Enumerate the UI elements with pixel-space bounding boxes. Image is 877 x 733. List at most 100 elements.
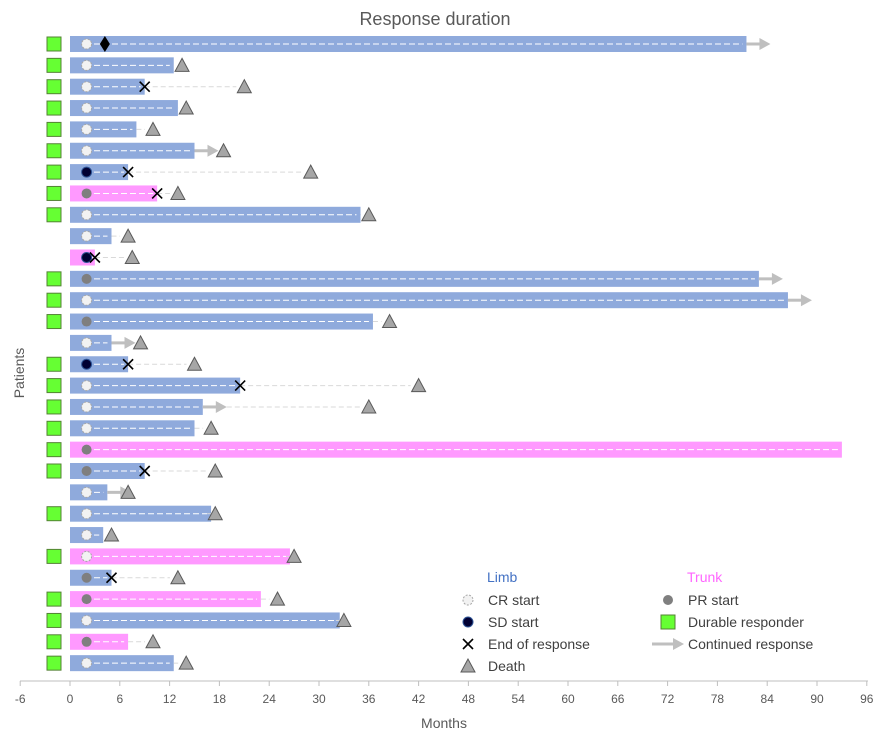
response-start-marker: [81, 123, 93, 135]
death-marker: [215, 142, 232, 158]
legend-end-marker: [462, 638, 474, 650]
durable-responder-square: [46, 185, 62, 201]
patient-row: [46, 121, 161, 138]
chart-title: Response duration: [359, 9, 510, 29]
patient-row: [70, 334, 149, 351]
response-start-marker: [81, 209, 93, 221]
durable-responder-square: [46, 143, 62, 159]
patient-row: [46, 377, 427, 394]
response-bar: [70, 36, 747, 52]
durable-responder-square: [46, 442, 62, 458]
durable-responder-square: [46, 271, 62, 287]
death-marker: [302, 164, 319, 179]
x-tick-label: -6: [15, 692, 26, 706]
patient-row: [46, 655, 195, 672]
death-marker: [103, 526, 120, 542]
x-tick-label: 84: [761, 692, 775, 706]
response-start-marker: [81, 252, 93, 263]
response-bar: [70, 398, 203, 415]
death-marker: [178, 655, 195, 670]
death-marker: [236, 78, 253, 94]
patient-row: [46, 36, 771, 52]
death-marker: [124, 249, 141, 264]
response-start-marker: [81, 38, 93, 50]
durable-responder-square: [46, 634, 62, 650]
death-marker: [170, 185, 186, 200]
legend-death-label: Death: [488, 658, 525, 674]
durable-responder-square: [46, 420, 62, 436]
patient-row: [70, 484, 136, 501]
durable-responder-square: [46, 79, 62, 95]
patient-row: [46, 505, 224, 522]
response-start-marker: [81, 273, 92, 284]
x-tick-label: 24: [263, 692, 277, 706]
response-start-marker: [81, 188, 92, 199]
x-axis: -6 0 6 12 18 24 30 36 42 48 54 60 66 72 78 84 90 96: [15, 680, 874, 706]
end-of-response-marker: [234, 380, 246, 392]
arrow-head: [759, 38, 771, 50]
response-start-marker: [81, 614, 93, 626]
death-marker: [269, 591, 286, 606]
legend-sd-marker: [462, 616, 474, 628]
death-marker: [170, 569, 186, 585]
x-tick-label: 36: [362, 692, 376, 706]
arrow-head: [800, 294, 812, 307]
legend-trunk-header: Trunk: [687, 569, 723, 585]
patient-row: [46, 78, 253, 95]
durable-responder-square: [46, 356, 62, 372]
end-of-response-marker: [139, 465, 151, 477]
response-start-marker: [81, 337, 93, 349]
cross-stroke: [139, 465, 151, 477]
durable-responder-square: [46, 612, 62, 628]
x-tick-label: 60: [561, 692, 575, 706]
death-marker: [145, 121, 161, 136]
arrow-head: [124, 336, 136, 349]
durable-responder-square: [46, 100, 62, 116]
patient-row: [46, 462, 224, 479]
durable-responder-square: [46, 548, 62, 564]
end-of-response-marker: [151, 187, 163, 200]
x-tick-label: 0: [67, 692, 74, 706]
x-tick-label: 66: [611, 692, 625, 706]
response-start-marker: [81, 529, 93, 541]
legend-durable-marker: [660, 614, 676, 630]
durable-responder-square: [46, 506, 62, 522]
response-start-marker: [81, 81, 93, 93]
arrow-head: [771, 272, 783, 285]
death-marker: [410, 377, 427, 393]
x-tick-label: 90: [810, 692, 824, 706]
end-of-response-marker: [139, 81, 151, 93]
death-marker: [381, 313, 398, 329]
arrow-head: [215, 400, 227, 413]
patient-row: [46, 313, 398, 330]
x-tick-label: 18: [213, 692, 227, 706]
end-of-response-marker: [105, 572, 118, 584]
patient-row: [70, 569, 186, 586]
x-tick-label: 12: [163, 692, 177, 706]
continued-response-arrow: [111, 336, 136, 349]
patient-row: [46, 591, 286, 608]
death-marker: [145, 633, 161, 649]
continued-response-arrow: [202, 400, 227, 413]
patient-row: [46, 270, 783, 287]
patient-row: [46, 548, 302, 565]
response-start-marker: [81, 230, 93, 242]
continued-response-arrow: [758, 272, 783, 285]
legend-continued-marker: [652, 638, 684, 650]
durable-responder-square: [46, 207, 62, 223]
legend-cr-label: CR start: [488, 592, 539, 608]
death-marker: [360, 398, 377, 414]
durable-responder-square: [46, 164, 62, 180]
response-bar: [70, 591, 261, 608]
cross-stroke: [462, 638, 474, 650]
death-marker: [178, 99, 195, 115]
cross-stroke: [105, 572, 118, 584]
death-marker: [203, 420, 219, 435]
patient-row: [46, 356, 203, 373]
end-of-response-marker: [122, 166, 134, 178]
end-of-response-marker: [122, 358, 134, 370]
legend-continued-label: Continued response: [688, 636, 814, 652]
x-axis-label: Months: [421, 715, 467, 731]
response-start-marker: [81, 636, 92, 647]
